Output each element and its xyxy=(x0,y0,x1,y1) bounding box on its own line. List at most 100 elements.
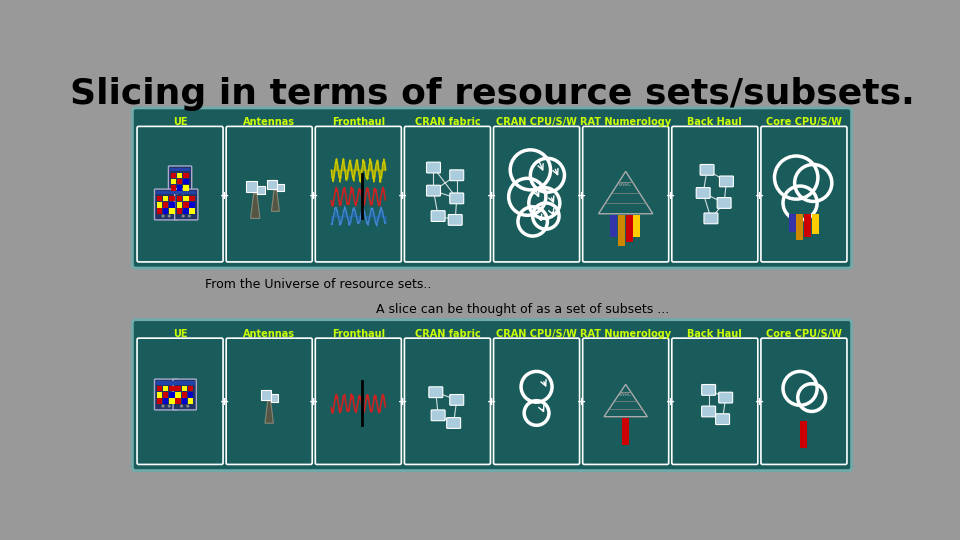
FancyBboxPatch shape xyxy=(696,187,710,198)
Text: UE: UE xyxy=(173,117,187,127)
Bar xyxy=(156,399,162,404)
Bar xyxy=(189,196,195,201)
Text: Back Haul: Back Haul xyxy=(687,328,742,339)
Bar xyxy=(169,399,175,404)
Bar xyxy=(177,208,182,214)
Text: +: + xyxy=(577,397,586,407)
Text: eNRC: eNRC xyxy=(619,392,633,396)
Bar xyxy=(163,196,168,201)
Bar xyxy=(188,399,193,404)
Text: Antennas: Antennas xyxy=(243,328,295,339)
Circle shape xyxy=(168,214,171,218)
Bar xyxy=(171,179,177,185)
Bar xyxy=(183,179,188,185)
Bar xyxy=(169,196,175,201)
Text: Slicing in terms of resource sets/subsets.: Slicing in terms of resource sets/subset… xyxy=(70,77,914,111)
Circle shape xyxy=(161,404,164,408)
Bar xyxy=(163,208,168,214)
Text: +: + xyxy=(220,191,229,201)
Text: Antennas: Antennas xyxy=(243,117,295,127)
Bar xyxy=(188,386,193,391)
Text: +: + xyxy=(488,397,496,407)
Polygon shape xyxy=(251,193,260,218)
Bar xyxy=(176,399,180,404)
FancyBboxPatch shape xyxy=(448,214,462,225)
Text: +: + xyxy=(665,397,675,407)
Text: Fronthaul: Fronthaul xyxy=(332,117,385,127)
Bar xyxy=(175,381,195,384)
Bar xyxy=(163,202,168,207)
FancyBboxPatch shape xyxy=(261,390,271,400)
Text: +: + xyxy=(755,397,764,407)
Bar xyxy=(176,392,180,397)
FancyBboxPatch shape xyxy=(704,213,718,224)
Bar xyxy=(156,386,162,391)
Text: +: + xyxy=(309,191,319,201)
Text: From the Universe of resource sets..: From the Universe of resource sets.. xyxy=(205,278,432,291)
FancyBboxPatch shape xyxy=(450,395,464,406)
FancyBboxPatch shape xyxy=(175,189,198,220)
Bar xyxy=(800,421,807,448)
Bar xyxy=(183,202,188,207)
FancyBboxPatch shape xyxy=(155,189,178,220)
Bar xyxy=(611,215,617,237)
Bar xyxy=(169,208,175,214)
Bar xyxy=(189,202,195,207)
FancyBboxPatch shape xyxy=(173,379,197,410)
Bar xyxy=(177,202,182,207)
FancyBboxPatch shape xyxy=(450,193,464,204)
Bar xyxy=(811,214,819,234)
Bar xyxy=(177,173,182,178)
Bar xyxy=(177,179,182,185)
Text: A slice can be thought of as a set of subsets ...: A slice can be thought of as a set of su… xyxy=(375,303,669,316)
Text: Back Haul: Back Haul xyxy=(687,117,742,127)
Bar xyxy=(618,215,625,246)
FancyBboxPatch shape xyxy=(256,186,265,194)
Bar xyxy=(188,392,193,397)
Circle shape xyxy=(180,404,183,408)
Bar xyxy=(169,392,175,397)
Bar xyxy=(634,215,640,237)
Text: +: + xyxy=(755,191,764,201)
Bar xyxy=(169,386,175,391)
Bar xyxy=(156,196,162,201)
FancyBboxPatch shape xyxy=(719,176,733,187)
Bar xyxy=(156,392,162,397)
FancyBboxPatch shape xyxy=(450,170,464,181)
Circle shape xyxy=(186,404,189,408)
FancyBboxPatch shape xyxy=(426,185,441,196)
FancyBboxPatch shape xyxy=(276,184,284,191)
Bar xyxy=(169,202,175,207)
Text: UE: UE xyxy=(173,328,187,339)
Bar xyxy=(171,185,177,191)
Text: +: + xyxy=(398,397,407,407)
Bar xyxy=(177,196,182,201)
Bar xyxy=(183,208,188,214)
Bar xyxy=(622,418,629,445)
FancyBboxPatch shape xyxy=(446,417,461,428)
Text: +: + xyxy=(488,191,496,201)
Text: +: + xyxy=(665,191,675,201)
Bar xyxy=(181,392,187,397)
FancyBboxPatch shape xyxy=(715,414,730,424)
Bar xyxy=(171,173,177,178)
Text: Core CPU/S/W: Core CPU/S/W xyxy=(766,328,842,339)
Bar xyxy=(163,399,168,404)
Text: +: + xyxy=(220,397,229,407)
Bar xyxy=(788,214,796,232)
Bar xyxy=(163,386,168,391)
Circle shape xyxy=(161,214,164,218)
Polygon shape xyxy=(272,190,279,211)
FancyBboxPatch shape xyxy=(268,180,276,189)
FancyBboxPatch shape xyxy=(155,379,178,410)
FancyBboxPatch shape xyxy=(719,392,732,403)
Bar xyxy=(183,173,188,178)
Polygon shape xyxy=(265,400,274,423)
FancyBboxPatch shape xyxy=(431,410,445,421)
Circle shape xyxy=(168,404,171,408)
Bar xyxy=(183,196,188,201)
Text: CRAN fabric: CRAN fabric xyxy=(415,117,480,127)
Bar xyxy=(181,399,187,404)
Bar xyxy=(163,392,168,397)
Bar xyxy=(183,185,188,191)
